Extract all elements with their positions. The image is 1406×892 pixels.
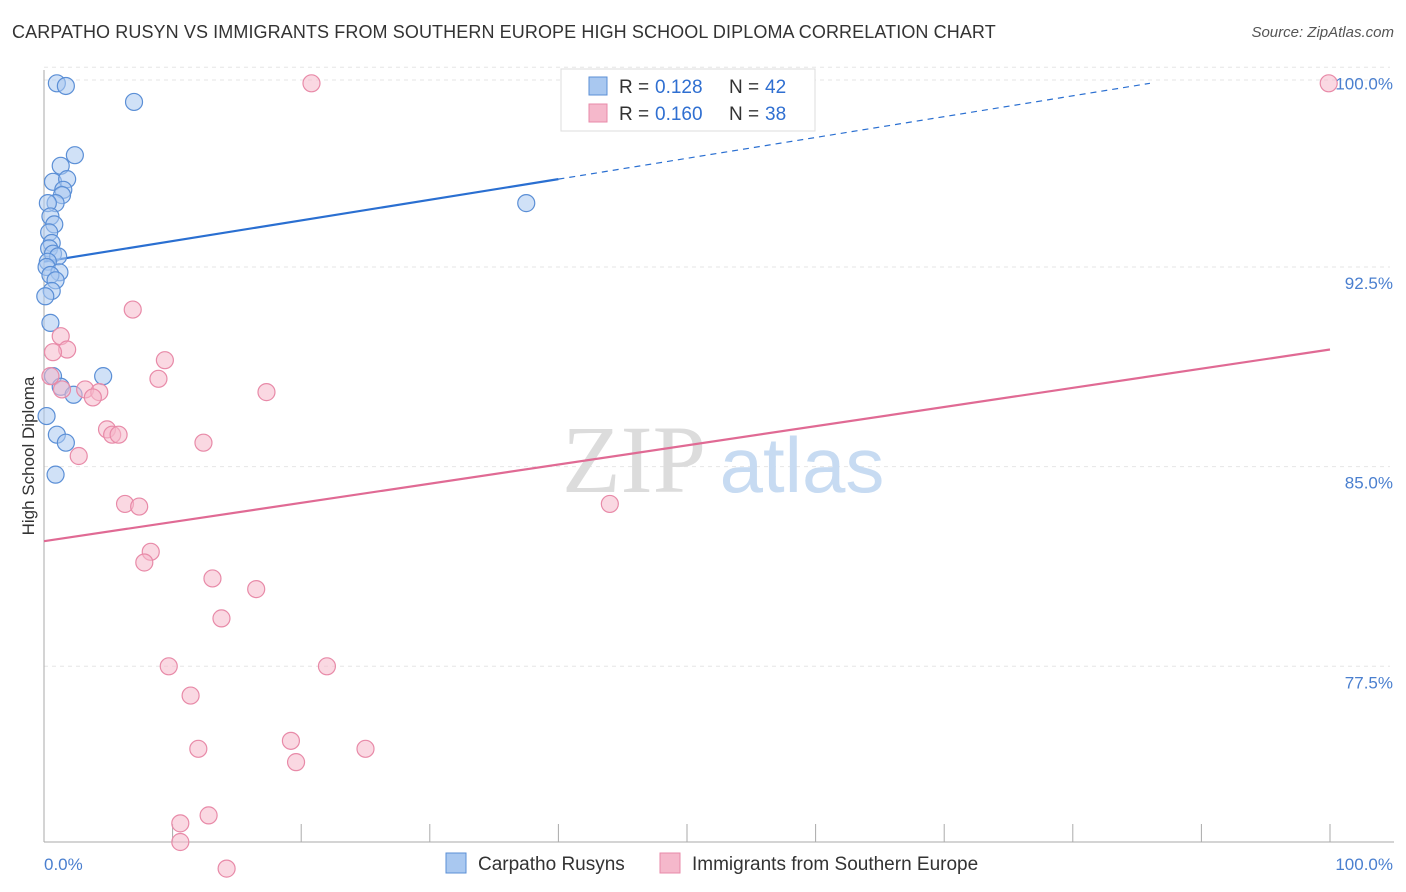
point-carpatho-rusyns [517,194,536,213]
y-tick-label: 77.5% [1345,673,1393,692]
points-layer [36,74,1338,878]
legend-n-label: N = [729,104,759,125]
y-tick-label: 92.5% [1345,274,1393,293]
point-immigrants-southern-europe [212,609,231,628]
point-immigrants-southern-europe [600,494,619,514]
legend-r-value: 0.160 [655,104,703,125]
point-immigrants-southern-europe [203,569,222,588]
point-immigrants-southern-europe [171,832,190,852]
point-carpatho-rusyns [56,76,75,96]
point-carpatho-rusyns [124,92,144,112]
trend-line-carpatho-rusyns [43,178,559,263]
point-immigrants-southern-europe [52,380,72,399]
legend-r-label: R = [619,104,649,125]
point-immigrants-southern-europe [123,300,142,319]
point-immigrants-southern-europe [130,497,149,516]
legend-n-value: 42 [765,77,786,98]
point-carpatho-rusyns [56,433,75,452]
point-immigrants-southern-europe [43,343,63,362]
y-tick-label: 85.0% [1345,474,1393,493]
point-immigrants-southern-europe [1319,74,1338,93]
point-immigrants-southern-europe [149,369,168,388]
bottom-legend-label: Carpatho Rusyns [478,854,625,875]
point-carpatho-rusyns [94,367,113,386]
legend: R = 0.128 N = 42 R = 0.160 N = 38 [560,68,816,132]
legend-r-label: R = [619,77,649,98]
point-immigrants-southern-europe [302,74,321,93]
x-tick-label-end: 100.0% [1335,855,1393,874]
bottom-legend-swatch [445,852,467,874]
point-immigrants-southern-europe [109,425,128,444]
watermark-atlas: atlas [720,421,885,509]
point-immigrants-southern-europe [194,433,213,452]
point-carpatho-rusyns [46,465,65,484]
y-tick-label: 100.0% [1335,74,1393,93]
legend-n-value: 38 [765,104,786,125]
y-axis-title: High School Diploma [19,376,38,535]
point-carpatho-rusyns [36,287,55,306]
point-immigrants-southern-europe [189,739,208,758]
trend-line-carpatho-rusyns-extension [558,82,1151,180]
legend-swatch [588,103,608,123]
point-immigrants-southern-europe [247,580,266,599]
point-immigrants-southern-europe [159,657,178,676]
point-immigrants-southern-europe [257,383,276,402]
point-immigrants-southern-europe [199,806,218,825]
point-carpatho-rusyns [37,406,56,426]
point-immigrants-southern-europe [286,753,306,772]
legend-swatch [588,76,608,96]
grid-layer [44,66,1390,667]
point-immigrants-southern-europe [217,859,236,878]
point-immigrants-southern-europe [83,388,102,407]
watermark-zip: ZIP [562,406,706,513]
source-label: Source: ZipAtlas.com [1251,24,1394,41]
point-immigrants-southern-europe [171,814,190,833]
point-immigrants-southern-europe [356,739,375,758]
watermark: ZIP atlas [562,406,884,513]
x-tick-label-start: 0.0% [44,855,83,874]
point-immigrants-southern-europe [155,351,174,370]
bottom-legend-label: Immigrants from Southern Europe [692,854,978,875]
point-carpatho-rusyns [65,146,84,165]
point-immigrants-southern-europe [69,446,88,466]
bottom-legend-swatch [659,852,681,874]
point-immigrants-southern-europe [135,553,154,572]
point-carpatho-rusyns [41,313,60,332]
legend-r-value: 0.128 [655,77,703,98]
chart-title: CARPATHO RUSYN VS IMMIGRANTS FROM SOUTHE… [12,22,996,42]
point-immigrants-southern-europe [181,686,200,705]
trend-layer [43,82,1331,543]
bottom-legend: Carpatho Rusyns Immigrants from Southern … [445,852,978,875]
point-immigrants-southern-europe [41,367,60,386]
point-immigrants-southern-europe [317,657,337,676]
legend-n-label: N = [729,77,759,98]
tick-labels: 77.5% 85.0% 92.5% 100.0% 0.0% 100.0% High Scho… [19,74,1393,874]
trend-line-immigrants-southern-europe [43,348,1331,543]
point-immigrants-southern-europe [281,731,301,750]
